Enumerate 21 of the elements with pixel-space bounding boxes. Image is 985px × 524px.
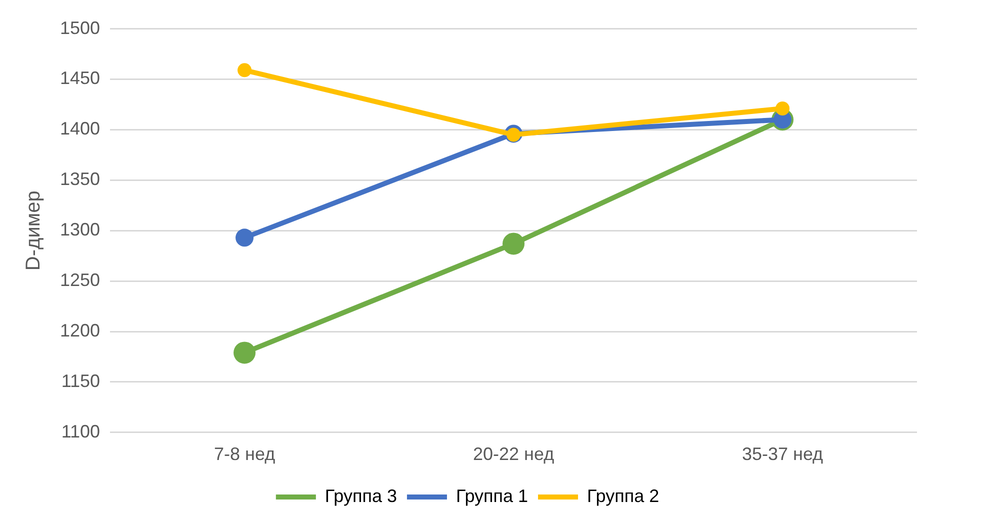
y-tick-label: 1100	[61, 421, 100, 442]
y-tick-label: 1400	[60, 118, 100, 139]
point	[236, 228, 254, 247]
point	[776, 102, 790, 116]
legend-label: Группа 2	[587, 486, 660, 506]
point	[238, 63, 252, 78]
y-tick-label: 1150	[61, 370, 100, 391]
y-tick-label: 1500	[60, 18, 100, 38]
y-tick-label: 1450	[60, 68, 100, 88]
x-tick-label: 7-8 нед	[214, 444, 276, 464]
x-tick-label: 20-22 нед	[472, 444, 555, 464]
y-tick-label: 1200	[60, 320, 100, 340]
y-axis-title: D-димер	[22, 190, 45, 271]
point	[502, 232, 525, 255]
y-tick-label: 1350	[60, 169, 100, 190]
y-tick-label: 1300	[60, 220, 100, 240]
point	[234, 342, 256, 364]
x-tick-label: 35-37 нед	[742, 444, 824, 464]
legend-label: Группа 1	[456, 486, 528, 506]
legend-label: Группа 3	[324, 486, 397, 506]
y-tick-label: 1250	[60, 270, 100, 290]
